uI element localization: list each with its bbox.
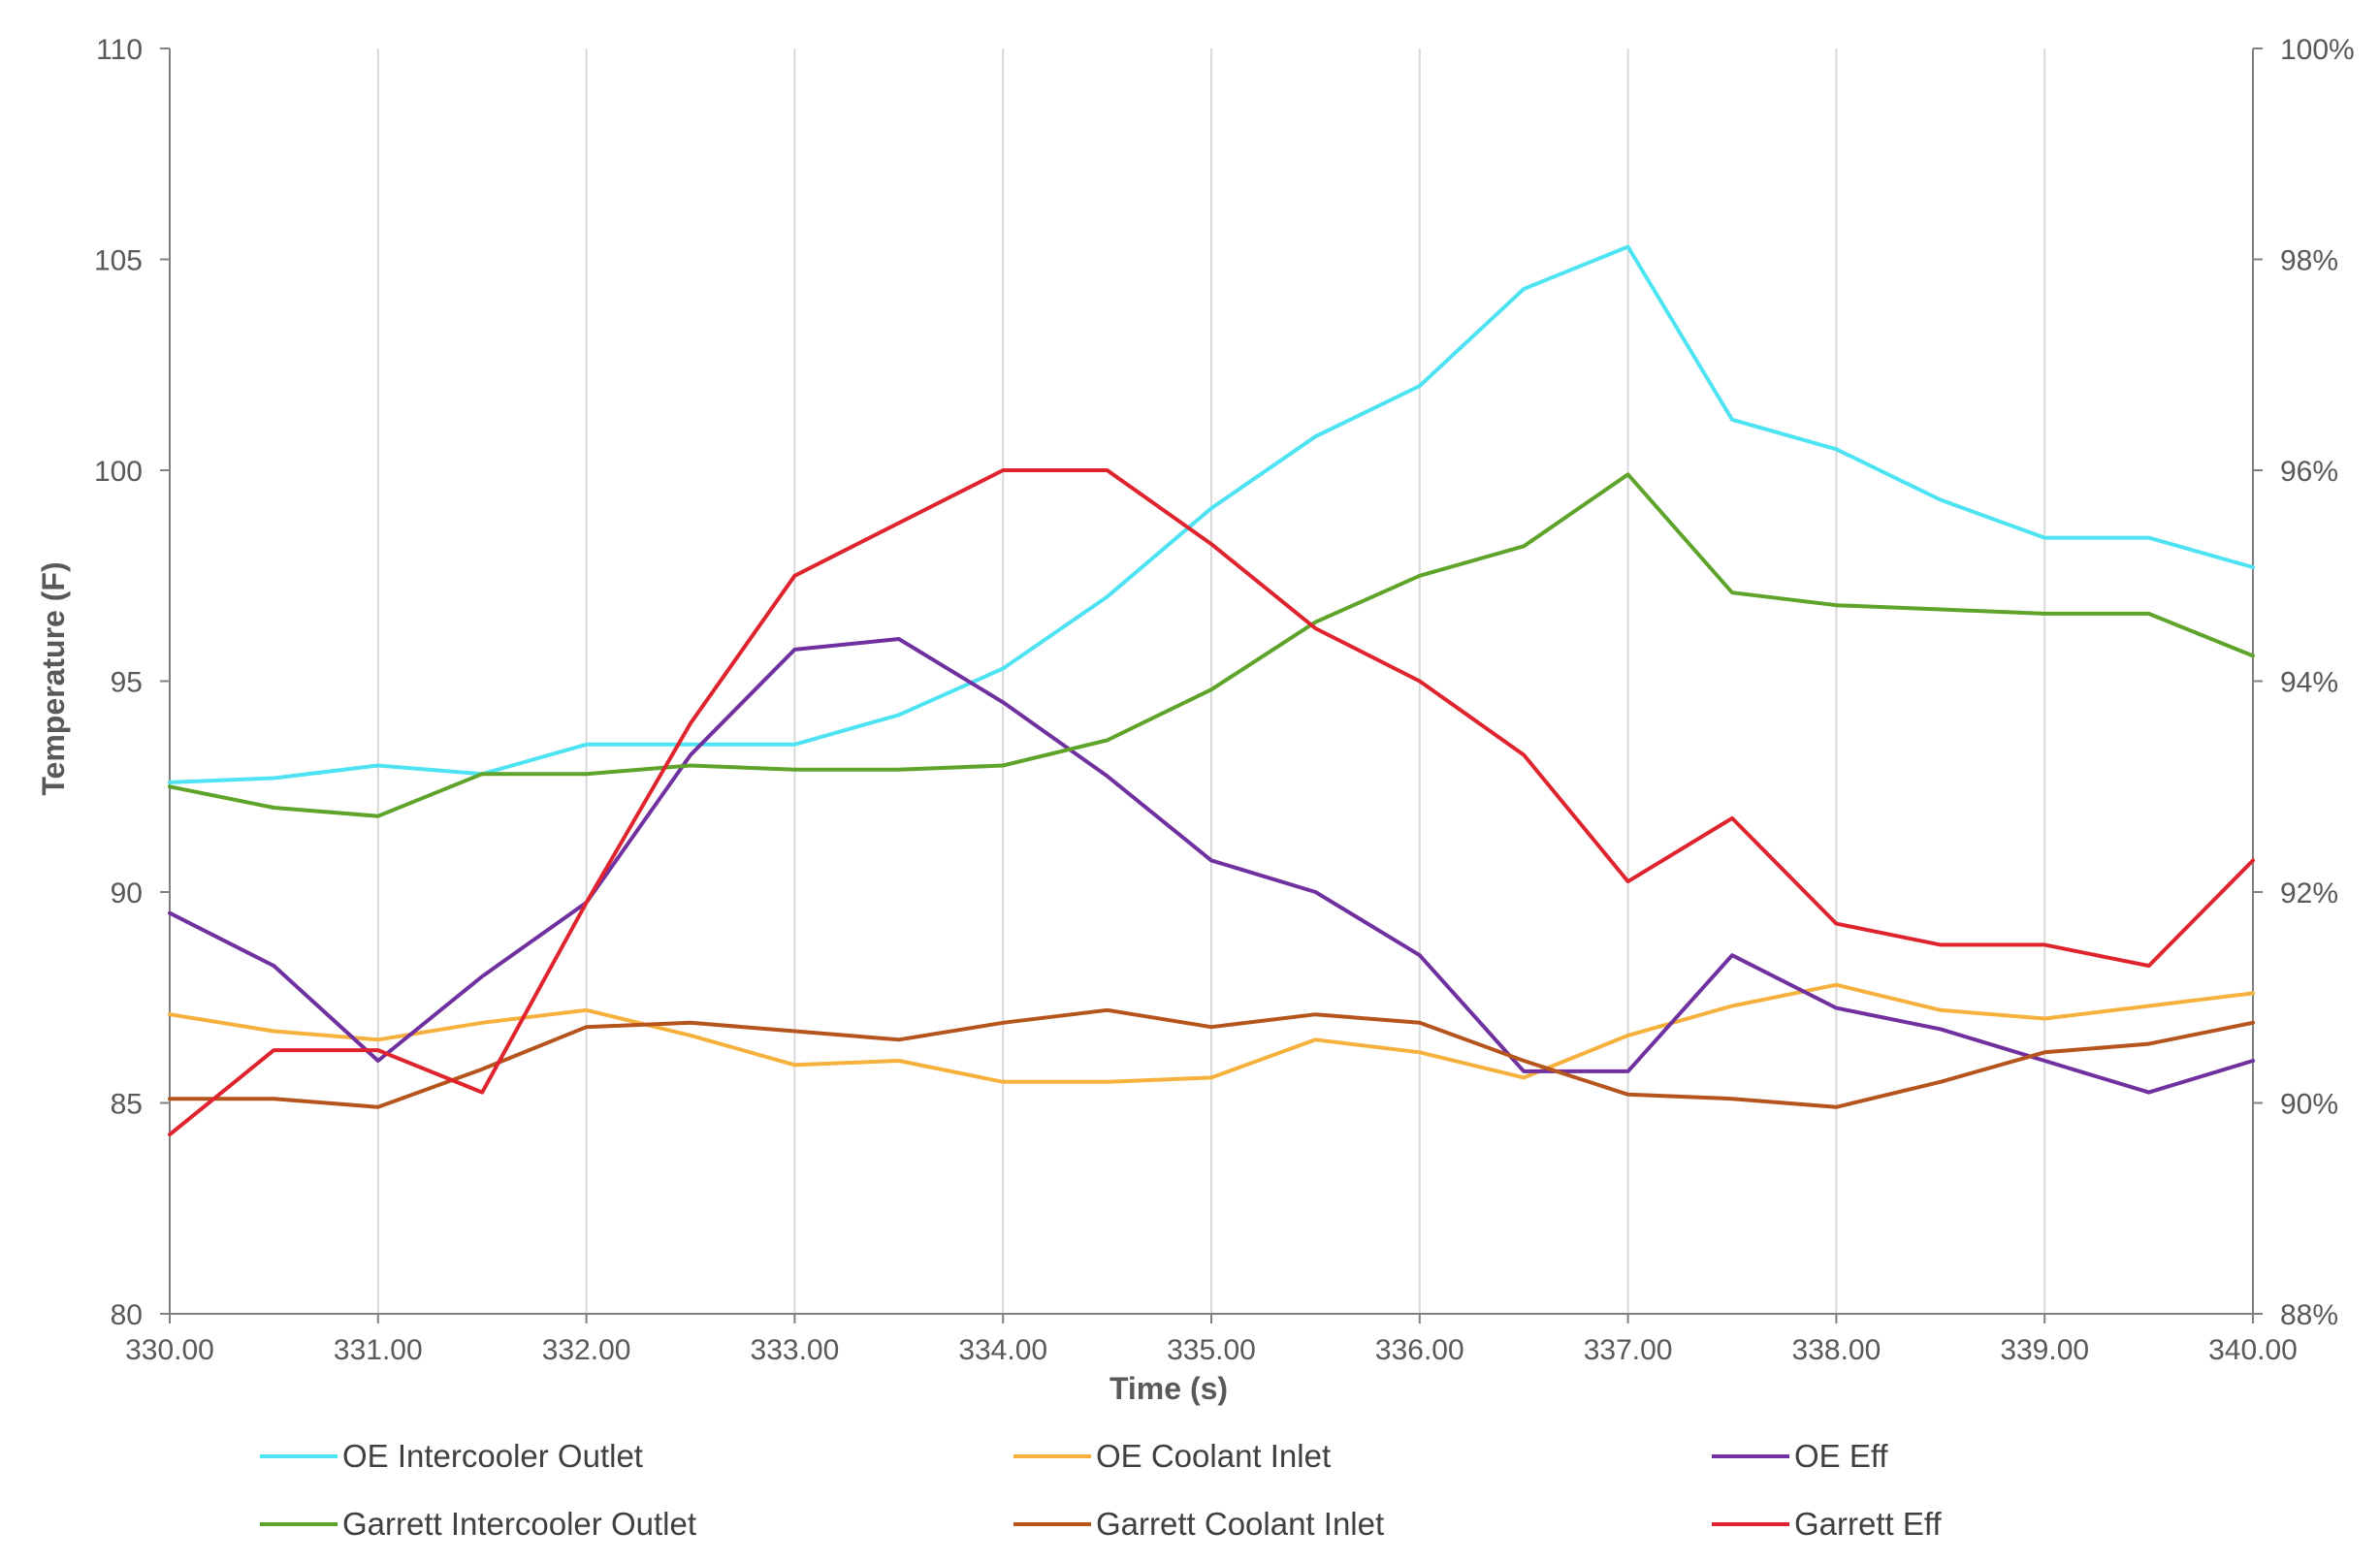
legend-label-garrett-coolant-inlet: Garrett Coolant Inlet	[1096, 1506, 1384, 1542]
x-tick-label: 339.00	[2000, 1334, 2089, 1366]
y-tick-label: 95	[111, 667, 143, 699]
y-tick-label: 85	[111, 1089, 143, 1121]
y2-tick-label: 92%	[2280, 877, 2338, 909]
y2-tick-label: 88%	[2280, 1299, 2338, 1331]
y2-tick-label: 90%	[2280, 1089, 2338, 1121]
x-tick-label: 332.00	[542, 1334, 631, 1366]
series-line-garrett-eff	[168, 468, 2255, 1137]
axes	[160, 48, 2263, 1324]
y-tick-label: 80	[111, 1299, 143, 1331]
y2-tick-label: 100%	[2280, 34, 2355, 66]
x-tick-label: 336.00	[1375, 1334, 1464, 1366]
x-tick-label: 340.00	[2208, 1334, 2298, 1366]
y2-tick-label: 96%	[2280, 456, 2338, 488]
y-tick-label: 110	[96, 34, 143, 66]
series-line-garrett-coolant-inlet	[168, 1007, 2255, 1109]
series-lines	[168, 244, 2255, 1137]
legend-label-oe-eff: OE Eff	[1794, 1438, 1888, 1474]
series-line-oe-intercooler-outlet	[168, 244, 2255, 784]
y2-tick-label: 98%	[2280, 245, 2338, 277]
series-line-oe-eff	[168, 637, 2255, 1095]
y-axis-title: Temperature (F)	[36, 561, 71, 795]
x-tick-label: 331.00	[334, 1334, 423, 1366]
legend-label-oe-intercooler-outlet: OE Intercooler Outlet	[342, 1438, 643, 1474]
x-tick-label: 330.00	[125, 1334, 214, 1366]
legend-label-garrett-intercooler-outlet: Garrett Intercooler Outlet	[342, 1506, 696, 1542]
x-tick-label: 333.00	[751, 1334, 840, 1366]
y2-tick-label: 94%	[2280, 667, 2338, 699]
y-tick-label: 100	[94, 456, 143, 488]
x-tick-label: 337.00	[1584, 1334, 1673, 1366]
x-axis-title: Time (s)	[1110, 1371, 1228, 1406]
legend: OE Intercooler Outlet OE Coolant Inlet OE …	[260, 1438, 1942, 1542]
series-line-oe-coolant-inlet	[168, 982, 2255, 1084]
legend-label-garrett-eff: Garrett Eff	[1794, 1506, 1942, 1542]
y-tick-label: 90	[111, 877, 143, 909]
legend-label-oe-coolant-inlet: OE Coolant Inlet	[1096, 1438, 1331, 1474]
y-tick-label: 105	[94, 245, 143, 277]
x-tick-label: 334.00	[958, 1334, 1047, 1366]
gridlines	[376, 48, 2046, 1314]
tick-labels: 330.00 331.00 332.00 333.00 334.00 335.00 336.…	[94, 34, 2355, 1366]
x-tick-label: 338.00	[1792, 1334, 1881, 1366]
x-tick-label: 335.00	[1167, 1334, 1256, 1366]
series-line-garrett-intercooler-outlet	[168, 472, 2255, 818]
